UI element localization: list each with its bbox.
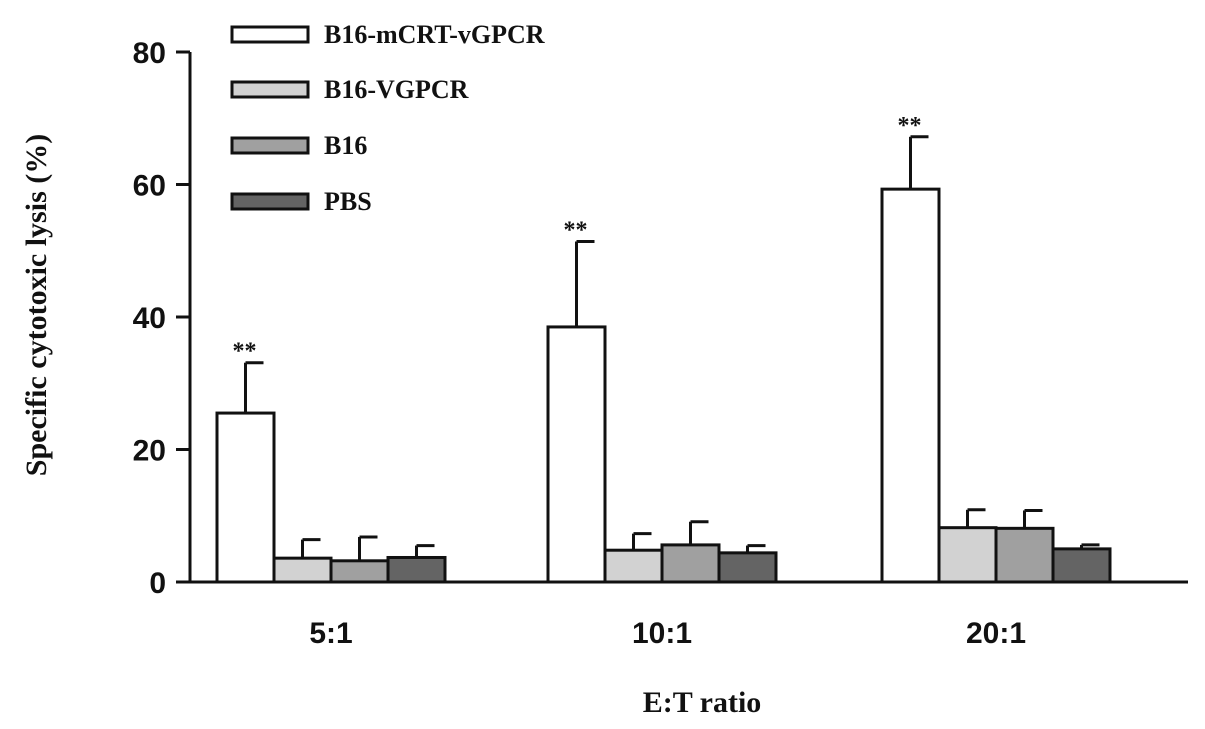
x-tick-label-5:1: 5:1	[309, 617, 352, 650]
significance-annotation-5:1: **	[233, 339, 257, 365]
legend-label-PBS: PBS	[324, 187, 372, 216]
bar-PBS-5:1	[386, 555, 447, 584]
x-tick-label-10:1: 10:1	[632, 617, 692, 650]
y-axis-title: Specific cytotoxic lysis (%)	[20, 134, 53, 476]
bar-B16-mCRT-vGPCR-10:1	[546, 325, 607, 584]
legend: B16-mCRT-vGPCR B16-VGPCR B16 PBS	[230, 20, 545, 216]
y-tick-label-0: 0	[149, 567, 166, 600]
bar-B16-10:1	[660, 543, 721, 584]
y-tick-label-40: 40	[133, 302, 166, 335]
significance-annotation-20:1: **	[898, 113, 922, 139]
x-axis-title: E:T ratio	[643, 686, 762, 719]
ticks-layer: 0 20 40 60 80 5:1 10:1 20:1	[133, 37, 1026, 650]
bar-PBS-10:1	[717, 551, 778, 584]
y-tick-label-20: 20	[133, 435, 166, 468]
y-tick-label-60: 60	[133, 170, 166, 203]
bar-B16-VGPCR-20:1	[937, 526, 998, 584]
bar-B16-mCRT-vGPCR-5:1	[215, 411, 276, 584]
legend-swatch-B16	[230, 136, 310, 155]
x-tick-label-20:1: 20:1	[966, 617, 1026, 650]
bar-B16-VGPCR-5:1	[272, 556, 333, 584]
legend-label-B16-mCRT-vGPCR: B16-mCRT-vGPCR	[324, 20, 545, 49]
legend-swatch-B16-VGPCR	[230, 80, 310, 99]
bar-B16-20:1	[994, 526, 1055, 584]
bar-PBS-20:1	[1051, 547, 1112, 584]
legend-label-B16-VGPCR: B16-VGPCR	[324, 75, 469, 104]
legend-swatch-B16-mCRT-vGPCR	[230, 25, 310, 44]
significance-annotation-10:1: **	[564, 217, 588, 243]
legend-label-B16: B16	[324, 131, 367, 160]
bars-layer: ** ** **	[215, 113, 1112, 584]
bar-B16-5:1	[329, 559, 390, 584]
bar-B16-mCRT-vGPCR-20:1	[880, 187, 941, 584]
legend-swatch-PBS	[230, 192, 310, 211]
bar-B16-VGPCR-10:1	[603, 548, 664, 584]
y-tick-label-80: 80	[133, 37, 166, 70]
